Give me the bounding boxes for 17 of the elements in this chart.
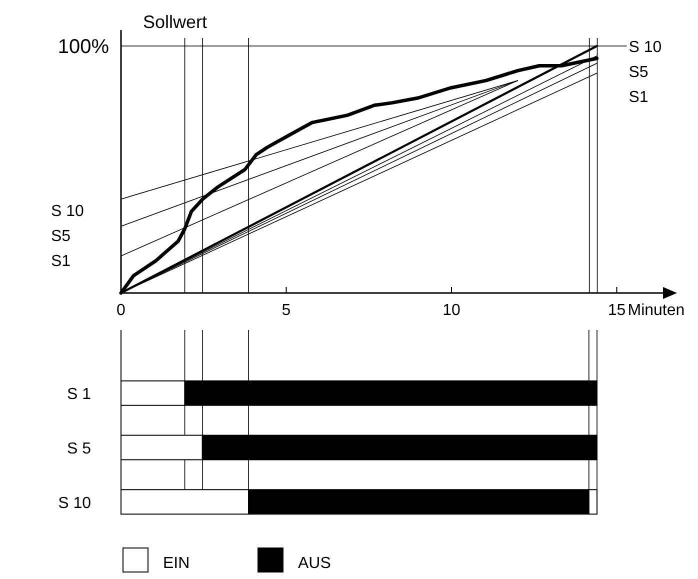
annotation: S5 xyxy=(628,64,648,81)
annotation: S 10 xyxy=(628,39,662,56)
y-tick-label: S 10 xyxy=(58,494,92,512)
text: S5 xyxy=(51,228,71,245)
x-tick-label: 0 xyxy=(116,302,126,319)
legend-label: EIN xyxy=(163,555,190,572)
x-tick-label: 5 xyxy=(282,302,291,319)
x-tick-label: 10 xyxy=(442,302,460,319)
x-axis-title: Minuten xyxy=(628,302,685,319)
x-tick-label: 15 xyxy=(608,302,626,319)
annotation: S1 xyxy=(628,89,648,106)
text: S1 xyxy=(51,253,71,270)
ref-line-label: 100% xyxy=(58,36,110,58)
legend-label: AUS xyxy=(298,555,331,572)
y-tick-label: S 5 xyxy=(66,440,92,458)
y-axis-title: Sollwert xyxy=(143,12,208,32)
y-tick-label: S 1 xyxy=(66,386,92,404)
